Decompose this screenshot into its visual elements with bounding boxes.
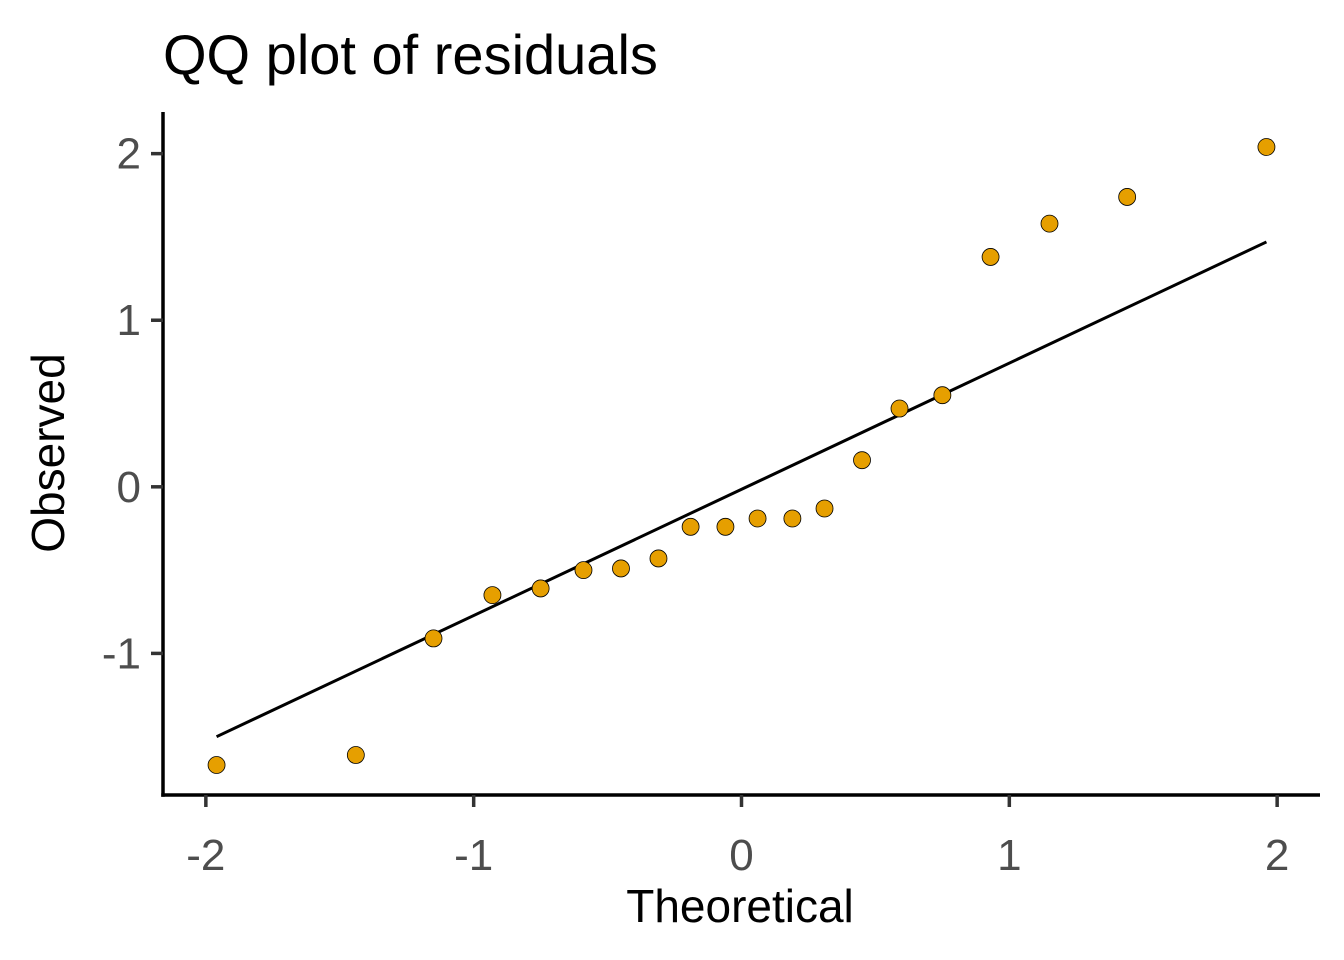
x-axis-label: Theoretical [626, 880, 854, 932]
x-tick-label: -2 [186, 831, 225, 880]
reference-line-layer [215, 240, 1268, 739]
data-point [890, 399, 909, 418]
data-point [716, 517, 735, 536]
x-tick-label: 0 [729, 831, 753, 880]
y-tick-label: 2 [117, 130, 141, 179]
data-point [207, 756, 226, 774]
data-point [346, 746, 365, 764]
data-point [815, 499, 834, 518]
data-point [933, 386, 952, 405]
chart-title: QQ plot of residuals [163, 23, 658, 86]
data-point [748, 509, 767, 528]
x-axis-ticks: -2 -1 0 1 2 [186, 795, 1289, 880]
data-point [531, 579, 550, 598]
x-tick-label: 1 [997, 831, 1021, 880]
data-point [612, 559, 630, 578]
data-point [681, 517, 700, 536]
data-point [424, 629, 443, 648]
y-tick-label: 1 [117, 296, 141, 345]
data-point [1257, 138, 1276, 156]
data-point [574, 561, 593, 580]
data-point [1118, 188, 1137, 206]
data-point [1040, 214, 1059, 233]
y-tick-label: 0 [117, 463, 141, 512]
x-tick-label: 2 [1265, 831, 1289, 880]
y-axis-ticks: -1 0 1 2 [102, 130, 163, 678]
data-point [783, 509, 802, 528]
y-tick-label: -1 [102, 629, 141, 678]
data-point [649, 549, 668, 568]
y-axis-label: Observed [22, 353, 74, 552]
data-point [483, 586, 502, 604]
data-point [981, 248, 1000, 266]
points-layer [207, 138, 1276, 774]
x-tick-label: -1 [454, 831, 493, 880]
reference-line [215, 240, 1268, 739]
data-point [853, 451, 871, 470]
